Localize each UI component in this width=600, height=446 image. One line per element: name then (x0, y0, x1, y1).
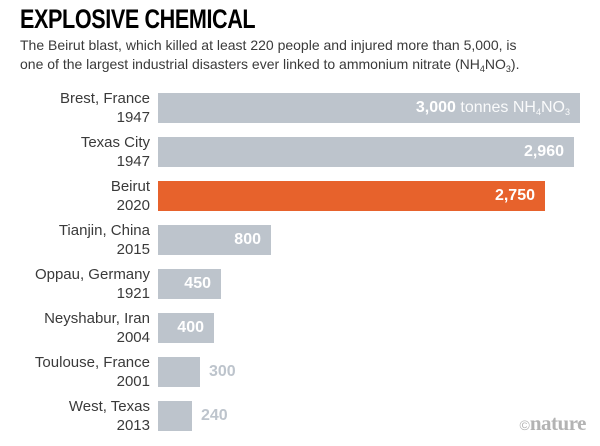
bar-value-label: 3,000 tonnes NH4NO3 (416, 99, 570, 117)
bar (158, 401, 192, 431)
category-label: Beirut 2020 (0, 177, 150, 215)
bar-location: Toulouse, France (34, 354, 150, 371)
bar-location: Tianjin, China (58, 222, 150, 239)
bar-year: 2001 (116, 373, 150, 390)
nature-watermark: ©nature (519, 411, 587, 436)
bar-value-label: 2,960 (524, 143, 564, 161)
table-row: Neyshabur, Iran 2004 400 (0, 310, 600, 346)
bar-year: 1947 (116, 153, 150, 170)
category-label: Neyshabur, Iran 2004 (0, 309, 150, 347)
bar (158, 357, 200, 387)
category-label: West, Texas 2013 (0, 397, 150, 435)
bar-location: Texas City (80, 134, 150, 151)
category-label: Texas City 1947 (0, 133, 150, 171)
chart-subtitle: The Beirut blast, which killed at least … (20, 36, 590, 75)
bar-value-label-outside: 240 (201, 407, 228, 424)
chart-title: EXPLOSIVE CHEMICAL (20, 4, 256, 34)
category-label: Tianjin, China 2015 (0, 221, 150, 259)
bar-location: Beirut (110, 178, 150, 195)
bar-location: Oppau, Germany (34, 266, 150, 283)
chart-header: EXPLOSIVE CHEMICAL The Beirut blast, whi… (20, 5, 590, 75)
bar-year: 1921 (116, 285, 150, 302)
category-label: Oppau, Germany 1921 (0, 265, 150, 303)
table-row: Beirut 2020 2,750 (0, 178, 600, 214)
table-row: Oppau, Germany 1921 450 (0, 266, 600, 302)
bar-value-label-outside: 300 (209, 363, 236, 380)
bar-value-number: 400 (177, 319, 204, 336)
unit-mid: NO (540, 99, 565, 116)
table-row: Texas City 1947 2,960 (0, 134, 600, 170)
table-row: Toulouse, France 2001 300 (0, 354, 600, 390)
bar-value-number: 2,750 (494, 187, 535, 204)
table-row: Brest, France 1947 3,000 tonnes NH4NO3 (0, 90, 600, 126)
bar-location: Neyshabur, Iran (44, 310, 150, 327)
category-label: Toulouse, France 2001 (0, 353, 150, 391)
bar-value-number: 3,000 (415, 99, 456, 116)
subtitle-line2-mid: NO (484, 55, 506, 72)
subtitle-subscript-3: 3 (505, 63, 511, 74)
bar-year: 1947 (116, 109, 150, 126)
bar-value-label: 800 (234, 231, 261, 249)
bar: 2,750 (158, 181, 545, 211)
bar-value-number: 2,960 (523, 143, 564, 160)
category-label: Brest, France 1947 (0, 89, 150, 127)
bar-unit-label: tonnes NH4NO3 (455, 99, 570, 117)
table-row: Tianjin, China 2015 800 (0, 222, 600, 258)
unit-subscript-4: 4 (535, 107, 541, 117)
subtitle-line2-post: ). (510, 55, 520, 72)
bar-year: 2020 (116, 197, 150, 214)
unit-subscript-3: 3 (564, 107, 570, 117)
bar-year: 2015 (116, 241, 150, 258)
bar: 3,000 tonnes NH4NO3 (158, 93, 580, 123)
bar-value-label: 2,750 (495, 187, 535, 205)
table-row: West, Texas 2013 240 (0, 398, 600, 434)
bar-value-number: 450 (184, 275, 211, 292)
subtitle-line2-pre: one of the largest industrial disasters … (20, 55, 480, 72)
bar-year: 2013 (116, 417, 150, 434)
bar-location: West, Texas (68, 398, 150, 415)
bar-location: Brest, France (59, 90, 150, 107)
bar: 800 (158, 225, 271, 255)
subtitle-line1: The Beirut blast, which killed at least … (20, 37, 517, 53)
bar-year: 2004 (116, 329, 150, 346)
copyright-icon: © (519, 417, 530, 433)
bar-value-number: 800 (234, 231, 261, 248)
unit-pre: tonnes NH (455, 99, 536, 116)
bar-value-label: 450 (184, 275, 211, 293)
bar-value-label: 400 (177, 319, 204, 337)
bar-chart: Brest, France 1947 3,000 tonnes NH4NO3 T… (0, 90, 600, 445)
bar: 450 (158, 269, 221, 299)
bar: 400 (158, 313, 214, 343)
subtitle-subscript-4: 4 (479, 63, 485, 74)
bar: 2,960 (158, 137, 574, 167)
nature-logo: nature (529, 411, 587, 435)
